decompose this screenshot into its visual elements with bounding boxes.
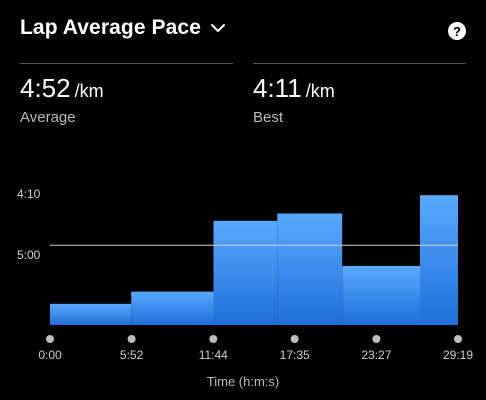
best-pace-value: 4:11 [253,73,302,103]
best-pace-stat: 4:11/km Best [253,74,335,126]
x-axis-title: Time (h:m:s) [206,374,280,389]
average-pace-unit: /km [74,81,104,101]
x-tick-dot [290,335,299,343]
average-pace-value: 4:52 [20,73,71,103]
x-tick-dot [127,335,136,343]
divider-left [20,63,233,64]
best-pace-label: Best [253,109,284,126]
question-circle-icon[interactable]: ? [448,22,466,40]
metric-selector-dropdown[interactable]: Lap Average Pace [20,16,227,40]
x-tick-label: 23:27 [361,348,391,362]
lap-bar-3[interactable] [213,220,278,325]
average-pace-value-row: 4:52/km [20,74,104,105]
page-title: Lap Average Pace [20,16,201,39]
x-tick-label: 29:19 [443,348,473,362]
divider-right [253,63,466,64]
lap-bar-2[interactable] [131,291,214,325]
x-tick-label: 17:35 [280,348,310,362]
x-tick-dot [46,335,54,343]
lap-bar-5[interactable] [342,266,420,325]
lap-bar-1[interactable] [50,303,132,325]
y-tick-label: 5:00 [17,248,41,262]
x-tick-dot [209,335,218,343]
lap-bar-4[interactable] [277,213,343,326]
lap-pace-chart: 4:10 5:00 0:00 5:52 11:44 17:35 23:27 29:19 [17,187,473,362]
best-pace-unit: /km [305,81,335,101]
x-tick-dot [372,335,381,343]
chevron-down-icon [209,19,227,37]
x-tick-label: 5:52 [120,348,144,362]
x-tick-label: 0:00 [38,348,62,362]
average-pace-stat: 4:52/km Average [20,74,104,126]
header: Lap Average Pace ? [20,16,466,48]
best-pace-value-row: 4:11/km [253,74,335,105]
average-pace-label: Average [20,109,76,126]
x-tick-label: 11:44 [199,348,228,362]
lap-bar-6[interactable] [420,195,458,325]
y-tick-label: 4:10 [17,187,41,201]
x-tick-dot [454,335,462,343]
